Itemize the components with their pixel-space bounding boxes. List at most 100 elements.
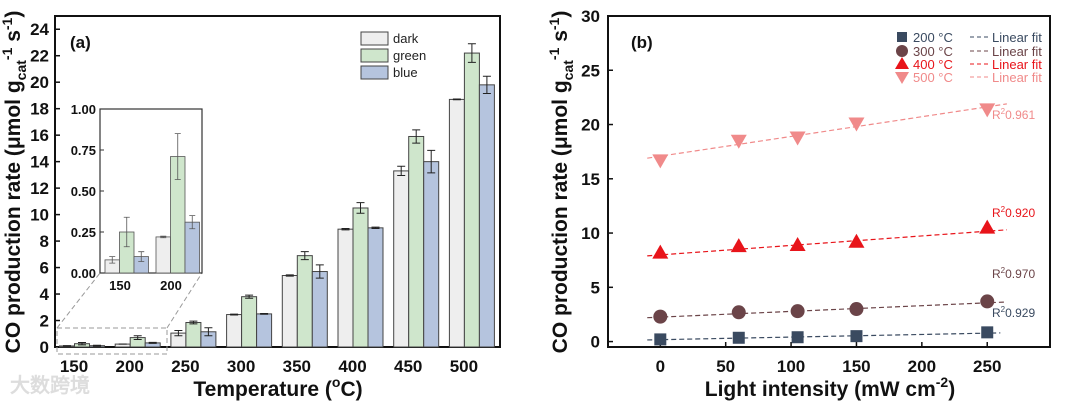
r2-prefix: R (992, 306, 1001, 320)
y-title-sup1: -1 (0, 47, 15, 60)
x-tick-label: 350 (283, 357, 311, 376)
legend-marker-circle (896, 45, 908, 57)
x-title-end: C) (340, 378, 362, 401)
x-axis-title: Temperature (oC) (193, 374, 362, 401)
inset-y-tick-label: 0.00 (71, 266, 96, 281)
y-tick-label: 14 (30, 153, 49, 172)
y-tick-label: 22 (30, 47, 49, 66)
panel-label: (a) (70, 33, 91, 52)
data-point-circle (790, 304, 805, 319)
y-title-sub: cat (560, 60, 576, 81)
r2-sup: 2 (1001, 266, 1006, 275)
r-squared-label: R20.920 (992, 205, 1035, 220)
y-tick-label: 6 (40, 259, 49, 278)
error-bar-green (467, 43, 476, 63)
legend-fit-label: Linear fit (992, 70, 1042, 85)
inset-bar-blue (184, 221, 200, 274)
y-axis-title: CO production rate (μmol gcat-1 s-1) (546, 11, 576, 354)
y-title-end: ) (549, 11, 572, 18)
y-title-end: ) (2, 11, 25, 18)
r2-value: 0.929 (1005, 306, 1035, 320)
legend-label: 200 °C (913, 30, 953, 45)
data-point-triangle-up (979, 219, 996, 234)
error-bar-green (356, 202, 365, 214)
data-point-square (732, 331, 745, 344)
inset-error-bar-dark (109, 256, 116, 264)
legend-label-blue: blue (393, 65, 418, 80)
inset-y-tick-label: 0.25 (71, 225, 96, 240)
y-axis-title: CO production rate (μmol gcat-1 s-1) (0, 11, 29, 354)
inset-error-bar-dark (160, 235, 167, 239)
data-point-circle (980, 294, 995, 309)
bar-green (408, 135, 425, 348)
legend-label: 400 °C (913, 57, 953, 72)
y-title-main: CO production rate (μmol g (2, 80, 25, 353)
zoom-connector (56, 272, 101, 329)
panel-label: (b) (631, 33, 653, 52)
y-title-sup2: -1 (0, 17, 15, 30)
bar-green (352, 207, 369, 348)
error-bar-green (412, 129, 421, 144)
x-title-sup: -2 (936, 374, 949, 390)
r2-value: 0.970 (1005, 267, 1035, 281)
r-squared-label: R20.970 (992, 266, 1035, 281)
data-point-circle (731, 305, 746, 320)
error-bar-blue (315, 264, 324, 279)
data-point-square (654, 333, 667, 346)
data-point-square (850, 330, 863, 343)
y-tick-label: 0 (591, 333, 600, 352)
y-tick-label: 10 (581, 224, 600, 243)
legend-swatch-dark (360, 31, 389, 46)
zoom-connector (166, 272, 203, 329)
x-tick-label: 200 (908, 357, 936, 376)
inset-error-bar-green (174, 133, 181, 180)
y-title-sup2: -1 (546, 17, 562, 30)
y-tick-label: 30 (581, 7, 600, 26)
y-title-main: CO production rate (μmol g (549, 80, 572, 353)
error-bar-dark (452, 98, 461, 101)
y-tick-label: 20 (30, 73, 49, 92)
r2-value: 0.920 (1005, 206, 1035, 220)
error-bar-blue (93, 344, 101, 347)
bar-blue (478, 84, 495, 348)
bar-dark (393, 170, 410, 348)
r-squared-label: R20.929 (992, 305, 1035, 320)
error-bar-blue (148, 341, 157, 344)
error-bar-green (78, 341, 86, 346)
inset-error-bar-blue (138, 251, 145, 262)
inset-bar-dark (155, 236, 171, 274)
bar-green (241, 296, 258, 348)
y-tick-label: 0 (40, 338, 49, 357)
fit-line-1 (647, 301, 1007, 319)
legend-label-dark: dark (393, 31, 419, 46)
inset-x-tick-label: 150 (109, 278, 131, 293)
bar-blue (311, 271, 328, 348)
bar-dark (281, 275, 298, 348)
legend-swatch-blue (360, 65, 389, 80)
legend-fit-label: Linear fit (992, 57, 1042, 72)
watermark: 大数跨境 (10, 373, 90, 397)
y-tick-label: 10 (30, 206, 49, 225)
legend-label-green: green (393, 48, 426, 63)
y-title-sup1: -1 (546, 47, 562, 60)
r2-prefix: R (992, 267, 1001, 281)
y-tick-label: 15 (581, 170, 600, 189)
y-tick-label: 16 (30, 126, 49, 145)
data-point-triangle-down (652, 154, 669, 169)
error-bar-blue (427, 149, 436, 174)
legend-marker-triangle-down (895, 72, 909, 84)
x-tick-label: 100 (777, 357, 805, 376)
x-tick-label: 400 (338, 357, 366, 376)
inset-y-tick-label: 1.00 (71, 102, 96, 117)
bar-blue (423, 161, 440, 348)
x-title-sup: o (332, 374, 341, 390)
legend-swatch-green (360, 48, 389, 63)
error-bar-blue (204, 327, 213, 337)
bar-dark (337, 228, 354, 348)
error-bar-dark (174, 329, 183, 337)
error-bar-green (133, 335, 142, 340)
error-bar-blue (260, 313, 269, 315)
